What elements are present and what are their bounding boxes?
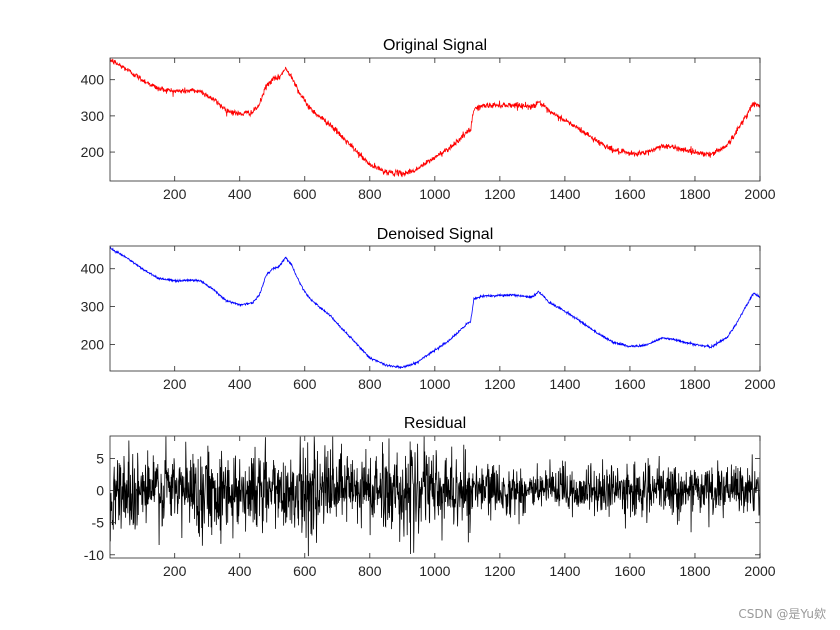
y-tick-label: 300 — [81, 299, 105, 315]
x-tick-label: 1600 — [614, 376, 645, 392]
x-tick-label: 1400 — [549, 563, 580, 579]
x-tick-label: 400 — [228, 563, 252, 579]
subplot-3: 200 400 600 800 1000 1200 1400 1600 1800 2000 -10 -… — [84, 415, 776, 579]
axes-box — [109, 57, 761, 182]
x-tick-label: 1000 — [419, 563, 450, 579]
x-tick-label: 800 — [358, 186, 382, 202]
x-tick-label: 600 — [293, 563, 317, 579]
x-tick-label: 200 — [163, 186, 187, 202]
series-line — [110, 58, 760, 178]
subplot-1: 200 400 600 800 1000 1200 1400 1600 1800 2000 200 3… — [81, 37, 776, 202]
x-tick-label: 1400 — [549, 186, 580, 202]
x-tick-label: 1000 — [419, 376, 450, 392]
x-tick-label: 1200 — [484, 186, 515, 202]
x-tick-label: 600 — [293, 376, 317, 392]
y-tick-label: 5 — [96, 450, 104, 466]
y-tick-label: -5 — [92, 515, 105, 531]
x-tick-label: 400 — [228, 376, 252, 392]
x-tick-label: 1000 — [419, 186, 450, 202]
subplot-title: Residual — [404, 415, 466, 432]
x-tick-label: 1800 — [679, 563, 710, 579]
x-tick-label: 2000 — [744, 563, 775, 579]
subplot-2: 200 400 600 800 1000 1200 1400 1600 1800 2000 200 3… — [81, 226, 776, 392]
x-tick-label: 400 — [228, 186, 252, 202]
x-tick-label: 800 — [358, 376, 382, 392]
y-tick-label: 300 — [81, 108, 105, 124]
subplot-title: Denoised Signal — [377, 226, 494, 243]
x-tick-label: 1600 — [614, 563, 645, 579]
x-tick-label: 200 — [163, 376, 187, 392]
x-tick-label: 2000 — [744, 376, 775, 392]
y-tick-label: 400 — [81, 261, 105, 277]
watermark-text: CSDN @是Yu欸 — [738, 607, 826, 621]
series-line — [110, 246, 760, 369]
x-tick-label: 1600 — [614, 186, 645, 202]
x-tick-label: 800 — [358, 563, 382, 579]
x-tick-label: 1800 — [679, 376, 710, 392]
subplot-title: Original Signal — [383, 37, 487, 54]
y-tick-label: 400 — [81, 72, 105, 88]
x-tick-label: 600 — [293, 186, 317, 202]
y-tick-label: 0 — [96, 483, 104, 499]
y-tick-label: 200 — [81, 144, 105, 160]
x-tick-label: 1200 — [484, 376, 515, 392]
x-tick-label: 1400 — [549, 376, 580, 392]
y-tick-label: -10 — [84, 547, 104, 563]
series-line — [110, 436, 760, 557]
x-tick-label: 200 — [163, 563, 187, 579]
x-tick-label: 1800 — [679, 186, 710, 202]
axes-box — [109, 245, 761, 372]
x-tick-label: 1200 — [484, 563, 515, 579]
x-tick-label: 2000 — [744, 186, 775, 202]
y-tick-label: 200 — [81, 336, 105, 352]
